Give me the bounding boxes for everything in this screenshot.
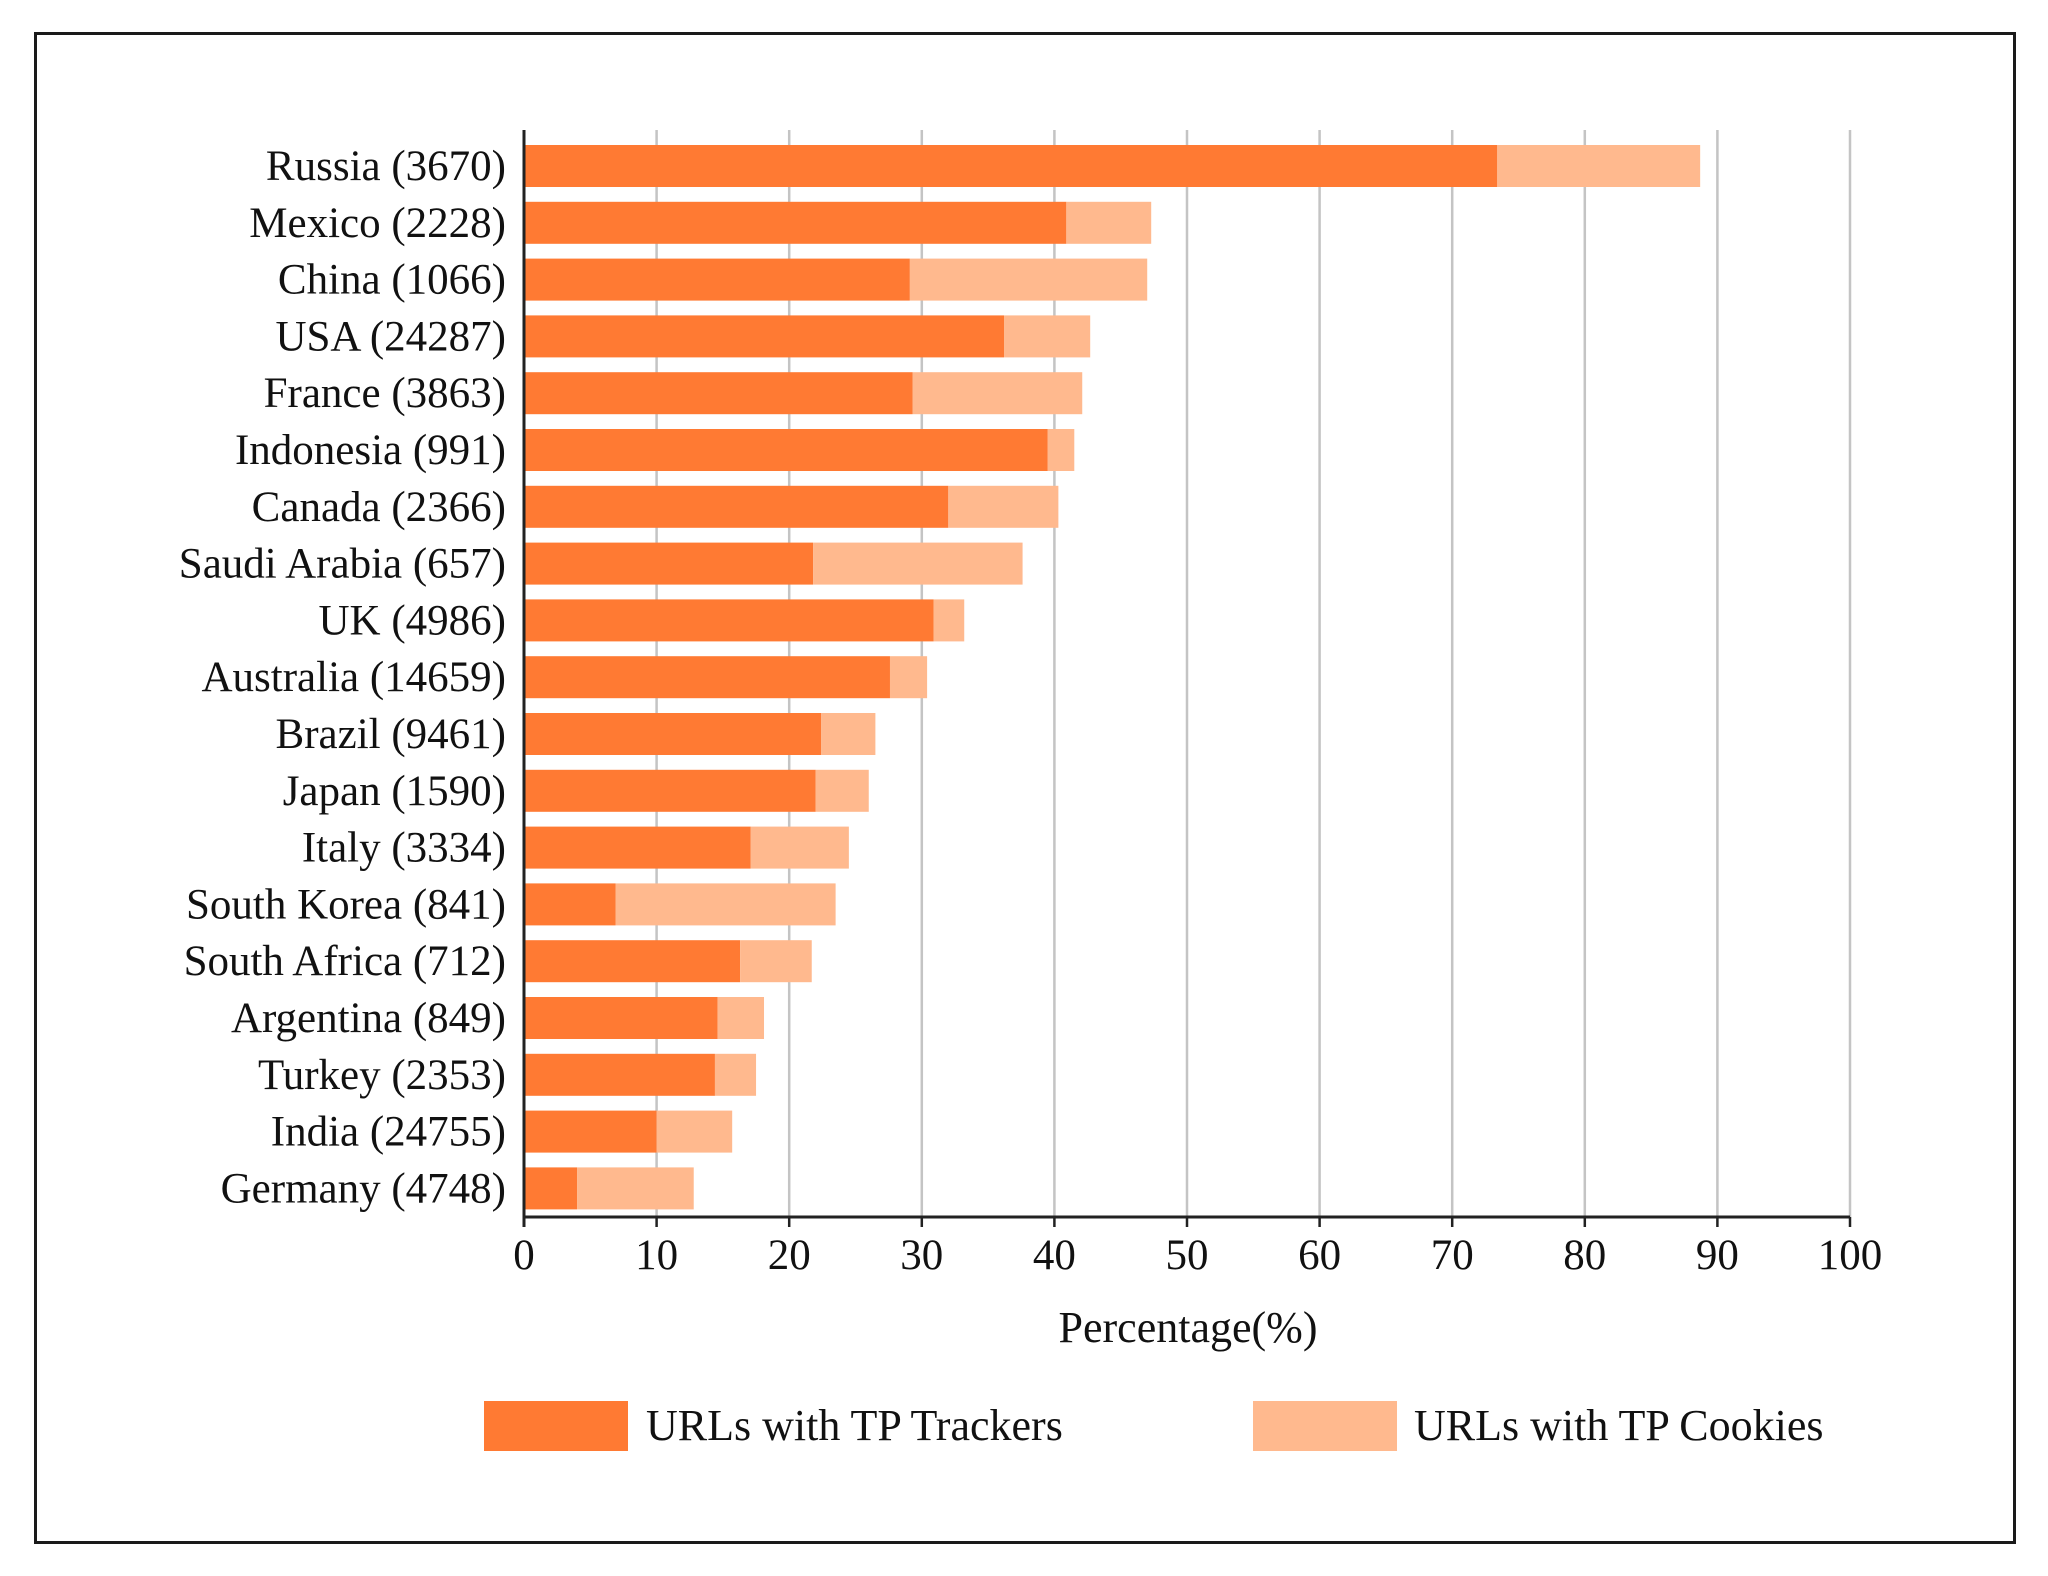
category-label-6: Canada (2366): [252, 484, 506, 531]
category-label-8: UK (4986): [319, 597, 507, 644]
bar-cookies-2: [909, 258, 1148, 301]
bar-cookies-13: [615, 883, 836, 926]
legend-label-trackers: URLs with TP Trackers: [646, 1401, 1063, 1450]
bar-cookies-12: [750, 826, 849, 869]
bar-trackers-12: [524, 826, 751, 869]
category-label-16: Turkey (2353): [258, 1052, 506, 1099]
bar-cookies-17: [656, 1110, 733, 1153]
x-tick-label-0: 0: [513, 1232, 535, 1279]
bar-trackers-18: [524, 1167, 578, 1210]
x-tick-label-50: 50: [1166, 1232, 1209, 1279]
bar-trackers-2: [524, 258, 910, 301]
bar-cookies-7: [813, 542, 1023, 585]
bar-trackers-1: [524, 201, 1067, 244]
bar-cookies-11: [815, 769, 869, 812]
x-tick-label-90: 90: [1696, 1232, 1739, 1279]
category-labels: Russia (3670) Mexico (2228) China (1066) US…: [179, 143, 506, 1212]
x-tick-labels: 0 10 20 30 40 50 60 70 80 90 100: [513, 1232, 1882, 1279]
bar-trackers-14: [524, 940, 741, 983]
legend-swatch-cookies: [1253, 1401, 1397, 1451]
category-label-12: Italy (3334): [302, 825, 506, 872]
legend-label-cookies: URLs with TP Cookies: [1414, 1401, 1824, 1450]
bar-trackers-4: [524, 372, 913, 415]
category-label-17: India (24755): [271, 1109, 506, 1156]
bar-trackers-6: [524, 485, 949, 528]
bar-cookies-16: [714, 1053, 757, 1096]
legend-swatch-trackers: [484, 1401, 628, 1451]
bar-trackers-13: [524, 883, 616, 926]
x-tick-label-30: 30: [900, 1232, 943, 1279]
x-tick-label-60: 60: [1298, 1232, 1341, 1279]
x-tick-label-20: 20: [768, 1232, 811, 1279]
bar-trackers-15: [524, 997, 718, 1039]
legend: URLs with TP Trackers URLs with TP Cookie…: [484, 1401, 1824, 1451]
bar-cookies-15: [717, 997, 765, 1039]
x-tick-label-10: 10: [635, 1232, 678, 1279]
category-label-2: China (1066): [278, 257, 506, 304]
bar-trackers-17: [524, 1110, 657, 1153]
bar-trackers-8: [524, 599, 934, 642]
x-axis-title: Percentage(%): [1059, 1303, 1318, 1352]
bar-cookies-8: [933, 599, 965, 642]
bars: [524, 145, 1701, 1210]
x-tick-label-40: 40: [1033, 1232, 1076, 1279]
category-label-1: Mexico (2228): [249, 200, 506, 247]
bar-trackers-7: [524, 542, 814, 585]
category-label-5: Indonesia (991): [235, 427, 506, 474]
x-tick-label-70: 70: [1431, 1232, 1474, 1279]
category-label-18: Germany (4748): [221, 1165, 506, 1212]
category-label-13: South Korea (841): [186, 881, 506, 928]
bar-trackers-9: [524, 656, 890, 699]
category-label-14: South Africa (712): [184, 938, 506, 985]
bar-cookies-18: [577, 1167, 694, 1210]
category-label-3: USA (24287): [275, 313, 506, 360]
bar-cookies-5: [1047, 429, 1075, 471]
bar-trackers-16: [524, 1053, 715, 1096]
category-label-4: France (3863): [264, 370, 506, 417]
bar-trackers-0: [524, 145, 1498, 187]
bar-trackers-11: [524, 769, 816, 812]
category-label-11: Japan (1590): [283, 768, 506, 815]
bar-cookies-4: [912, 372, 1083, 415]
bar-cookies-6: [948, 485, 1059, 528]
x-tick-label-80: 80: [1563, 1232, 1606, 1279]
category-label-15: Argentina (849): [231, 995, 506, 1042]
bar-trackers-5: [524, 429, 1048, 471]
bar-trackers-3: [524, 315, 1005, 358]
bar-cookies-9: [889, 656, 928, 699]
axes: [522, 130, 1852, 1227]
bar-cookies-3: [1004, 315, 1091, 358]
category-label-7: Saudi Arabia (657): [179, 541, 506, 588]
category-label-9: Australia (14659): [201, 654, 506, 701]
bar-cookies-0: [1497, 145, 1701, 187]
bar-cookies-14: [740, 940, 812, 983]
bar-cookies-1: [1066, 201, 1152, 244]
category-label-0: Russia (3670): [266, 143, 506, 190]
category-label-10: Brazil (9461): [276, 711, 506, 758]
x-tick-label-100: 100: [1818, 1232, 1883, 1279]
bar-trackers-10: [524, 713, 822, 755]
bar-cookies-10: [821, 713, 876, 755]
